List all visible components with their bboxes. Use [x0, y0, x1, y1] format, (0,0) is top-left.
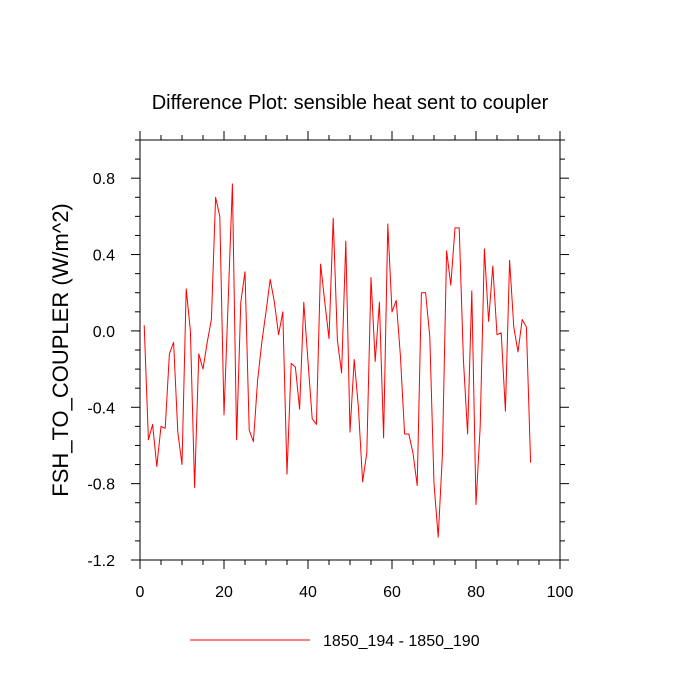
y-tick-label: 0.8	[93, 171, 115, 188]
y-tick-label: -0.4	[87, 400, 115, 417]
y-axis-label: FSH_TO_COUPLER (W/m^2)	[48, 203, 73, 497]
x-tick-label: 60	[383, 584, 401, 601]
x-tick-label: 100	[547, 584, 574, 601]
series-line	[143, 183, 532, 538]
y-axis-ticks	[131, 139, 569, 561]
y-axis-tick-labels: -1.2 -0.8 -0.4 0.0 0.4 0.8	[87, 171, 115, 570]
chart-title: Difference Plot: sensible heat sent to c…	[152, 92, 549, 114]
x-axis-tick-labels: 0 20 40 60 80 100	[136, 584, 574, 601]
y-tick-label: 0.0	[93, 324, 115, 341]
x-tick-label: 0	[136, 584, 145, 601]
legend-label: 1850_194 - 1850_190	[323, 633, 480, 650]
x-tick-label: 40	[299, 584, 317, 601]
legend: 1850_194 - 1850_190	[190, 633, 480, 650]
series-group	[143, 183, 532, 538]
y-tick-label: 0.4	[93, 248, 115, 265]
y-tick-label: -0.8	[87, 477, 115, 494]
x-axis-ticks	[139, 131, 561, 569]
x-tick-label: 80	[467, 584, 485, 601]
x-tick-label: 20	[215, 584, 233, 601]
plot-frame	[139, 139, 561, 561]
y-tick-label: -1.2	[87, 553, 115, 570]
